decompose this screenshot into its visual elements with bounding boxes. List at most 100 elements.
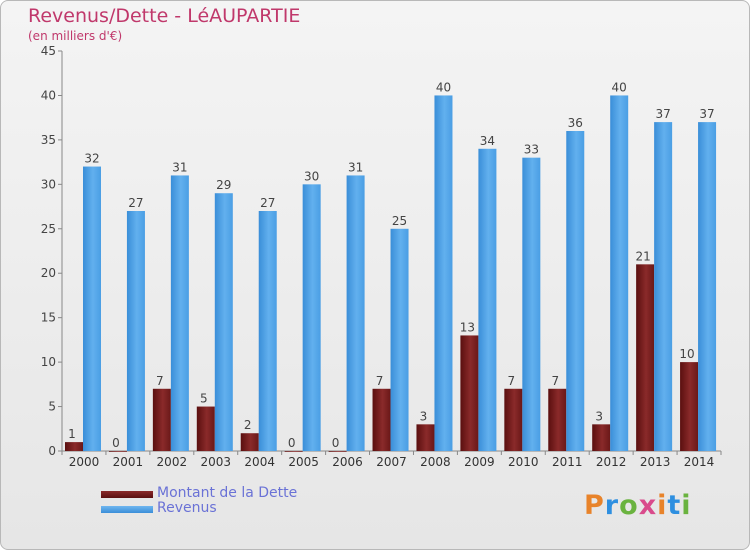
debt-data-label: 2 [244, 418, 252, 432]
revenue-bar [258, 211, 277, 451]
y-tick-label: 30 [41, 177, 56, 191]
revenue-data-label: 37 [655, 107, 670, 121]
revenue-bar [566, 131, 585, 451]
y-tick-label: 25 [41, 222, 56, 236]
revenue-data-label: 34 [480, 134, 495, 148]
debt-bar [460, 335, 479, 451]
revenue-bar [390, 228, 409, 451]
revenue-data-label: 27 [260, 196, 275, 210]
chart-subtitle: (en milliers d'€) [28, 29, 123, 43]
debt-bar [152, 388, 171, 451]
chart-title: Revenus/Dette - LéAUPARTIE [28, 5, 301, 27]
revenue-bar [302, 184, 321, 452]
debt-bar [108, 451, 127, 452]
revenue-bar [346, 175, 365, 451]
debt-data-label: 5 [200, 392, 208, 406]
debt-bar [504, 388, 523, 451]
debt-bar [548, 388, 567, 451]
debt-data-label: 0 [288, 436, 296, 450]
revenue-bar [654, 122, 673, 451]
y-tick-label: 35 [41, 133, 56, 147]
x-tick-label: 2005 [288, 455, 319, 469]
legend-label-revenue: Revenus [157, 500, 217, 516]
logo-letter: o [619, 490, 639, 521]
x-tick-label: 2000 [69, 455, 100, 469]
debt-data-label: 1 [68, 427, 76, 441]
x-tick-label: 2006 [332, 455, 363, 469]
debt-bar [592, 424, 611, 451]
revenue-data-label: 33 [524, 143, 539, 157]
y-tick-label: 10 [41, 355, 56, 369]
revenue-bar [214, 193, 233, 451]
revenue-bar [610, 95, 629, 451]
debt-bar [328, 451, 347, 452]
logo-letter: r [604, 490, 620, 521]
debt-bar [240, 433, 259, 451]
revenue-bar [126, 211, 145, 451]
revenue-bar [698, 122, 717, 451]
logo-letter: P [584, 490, 605, 521]
debt-data-label: 7 [551, 374, 559, 388]
debt-bar [416, 424, 435, 451]
debt-data-label: 7 [508, 374, 516, 388]
x-tick-label: 2008 [420, 455, 451, 469]
debt-data-label: 0 [332, 436, 340, 450]
revenue-data-label: 32 [84, 152, 99, 166]
revenue-data-label: 30 [304, 169, 319, 183]
x-tick-label: 2011 [552, 455, 583, 469]
revenue-data-label: 31 [172, 160, 187, 174]
y-tick-label: 5 [48, 400, 56, 414]
x-tick-label: 2001 [113, 455, 144, 469]
debt-data-label: 7 [376, 374, 384, 388]
logo-letter: x [638, 490, 658, 521]
logo-letter: i [681, 490, 692, 521]
y-tick-label: 15 [41, 311, 56, 325]
debt-bar [65, 442, 83, 451]
x-tick-label: 2003 [200, 455, 231, 469]
logo-letter: t [667, 490, 682, 521]
x-tick-label: 2010 [508, 455, 539, 469]
x-tick-label: 2009 [464, 455, 495, 469]
debt-data-label: 21 [635, 249, 650, 263]
legend-swatch-revenue [101, 506, 153, 513]
proxiti-logo-text: Proxiti [584, 490, 692, 521]
x-tick-label: 2012 [596, 455, 627, 469]
debt-data-label: 10 [679, 347, 694, 361]
revenue-data-label: 40 [436, 80, 451, 94]
revenue-data-label: 37 [699, 107, 714, 121]
revenue-data-label: 29 [216, 178, 231, 192]
debt-bar [636, 264, 655, 451]
legend-label-debt: Montant de la Dette [157, 485, 298, 501]
revenue-bar [83, 166, 101, 452]
debt-data-label: 7 [156, 374, 164, 388]
x-tick-label: 2002 [157, 455, 188, 469]
x-tick-label: 2013 [640, 455, 671, 469]
y-tick-label: 40 [41, 88, 56, 102]
revenue-data-label: 27 [128, 196, 143, 210]
y-tick-label: 0 [48, 444, 56, 458]
debt-data-label: 0 [112, 436, 120, 450]
debt-data-label: 3 [420, 409, 428, 423]
y-tick-label: 20 [41, 266, 56, 280]
debt-data-label: 13 [460, 320, 475, 334]
logo-letter: i [657, 490, 668, 521]
debt-bar [196, 406, 215, 451]
legend-swatch-debt [101, 491, 153, 498]
revenue-data-label: 40 [612, 80, 627, 94]
revenue-data-label: 36 [568, 116, 583, 130]
revenue-bar [434, 95, 453, 451]
revenue-data-label: 25 [392, 214, 407, 228]
revenue-bar [478, 148, 497, 451]
revenue-bar [170, 175, 189, 451]
debt-bar [680, 362, 699, 451]
x-tick-label: 2007 [376, 455, 407, 469]
debt-data-label: 3 [595, 409, 603, 423]
x-tick-label: 2004 [244, 455, 275, 469]
revenue-data-label: 31 [348, 160, 363, 174]
revenue-bar [522, 157, 541, 451]
y-tick-label: 45 [41, 44, 56, 58]
debt-bar [284, 451, 303, 452]
x-tick-label: 2014 [684, 455, 715, 469]
